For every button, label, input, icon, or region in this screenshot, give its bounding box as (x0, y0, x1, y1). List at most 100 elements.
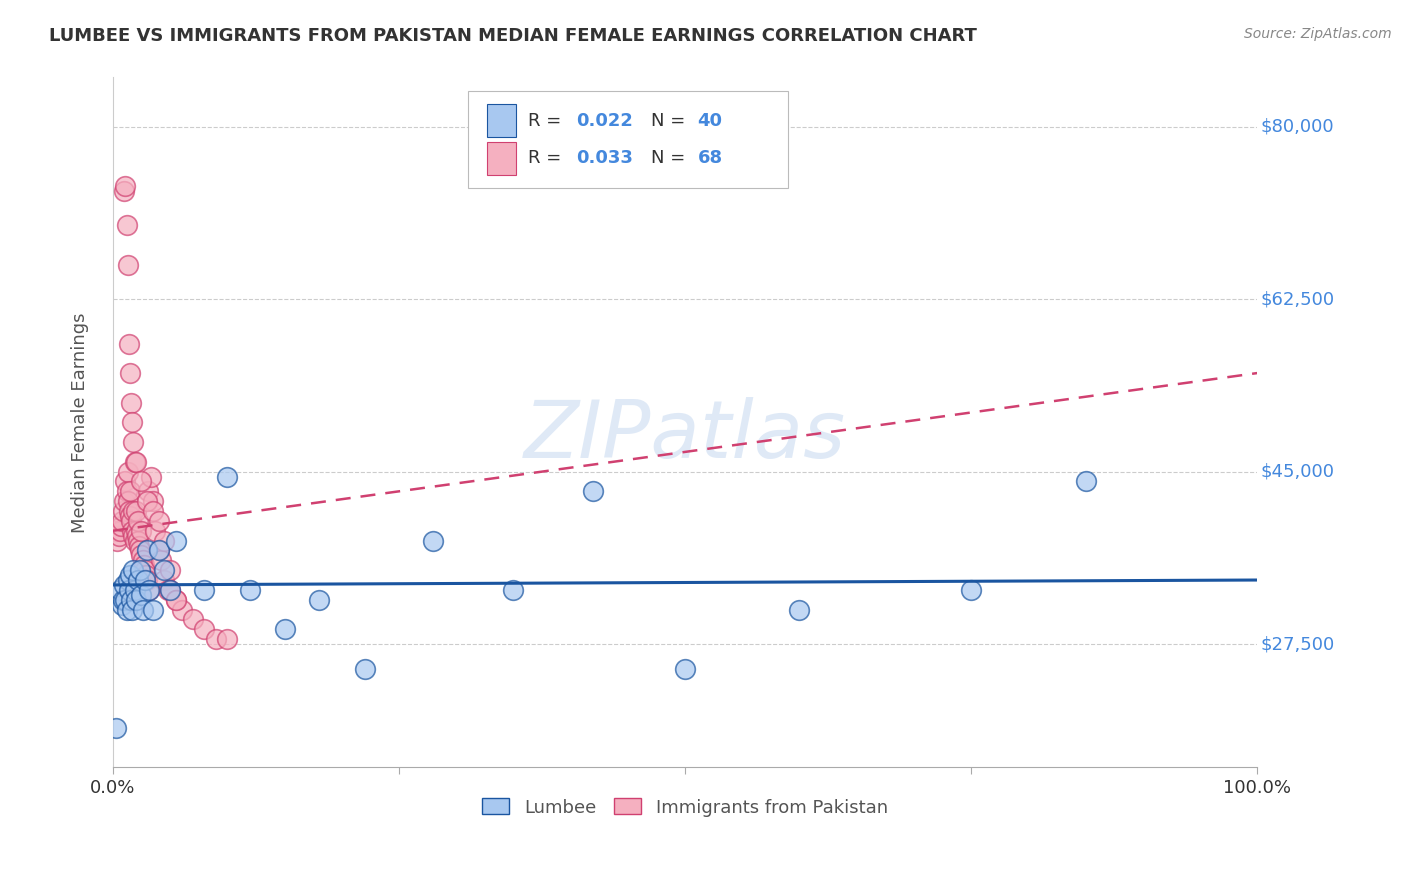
Point (111, 514, 134, 528)
Point (122, 529, 145, 543)
Point (112, 592, 135, 607)
Point (181, 612, 204, 626)
Point (108, 582, 131, 597)
Point (118, 504, 141, 518)
Point (125, 504, 148, 518)
Point (118, 484, 141, 499)
Point (112, 504, 135, 518)
Point (124, 533, 146, 548)
Point (142, 494, 165, 508)
Point (125, 529, 148, 543)
Point (127, 533, 149, 548)
Point (136, 484, 159, 499)
Point (138, 582, 160, 597)
Point (131, 553, 153, 567)
Point (121, 415, 143, 429)
Point (217, 632, 239, 647)
Text: ZIPatlas: ZIPatlas (524, 397, 846, 475)
Point (239, 582, 262, 597)
Point (960, 582, 983, 597)
Point (153, 563, 176, 577)
Point (120, 592, 142, 607)
Point (170, 602, 193, 616)
Legend: Lumbee, Immigrants from Pakistan: Lumbee, Immigrants from Pakistan (475, 791, 896, 824)
Text: $45,000: $45,000 (1261, 463, 1334, 481)
Point (118, 568, 141, 582)
Point (165, 533, 187, 548)
Point (127, 514, 149, 528)
Point (120, 514, 142, 528)
Point (143, 524, 166, 538)
Text: 0.033: 0.033 (576, 149, 633, 167)
Point (125, 524, 148, 538)
Point (115, 219, 138, 233)
Point (121, 602, 143, 616)
Point (114, 592, 136, 607)
Point (115, 602, 138, 616)
Text: N =: N = (651, 149, 690, 167)
Point (128, 539, 150, 553)
Point (156, 582, 179, 597)
Point (789, 602, 811, 616)
Text: $27,500: $27,500 (1261, 635, 1334, 653)
Point (165, 592, 187, 607)
Point (108, 524, 131, 538)
Point (122, 504, 145, 518)
Point (129, 563, 152, 577)
Point (149, 553, 172, 567)
Text: N =: N = (651, 112, 690, 130)
Point (134, 563, 156, 577)
Point (159, 582, 181, 597)
Point (118, 366, 141, 380)
Point (159, 563, 181, 577)
Point (104, 524, 127, 538)
Point (122, 563, 145, 577)
Point (153, 533, 176, 548)
Point (135, 568, 157, 582)
Point (131, 549, 153, 563)
Point (115, 484, 138, 499)
Text: R =: R = (529, 112, 567, 130)
Point (124, 455, 146, 469)
Point (117, 258, 139, 272)
Point (110, 518, 132, 533)
Point (148, 543, 170, 558)
Point (159, 582, 181, 597)
Text: $62,500: $62,500 (1261, 290, 1334, 308)
Point (107, 533, 129, 548)
Point (118, 336, 141, 351)
Point (308, 592, 330, 607)
Point (131, 475, 153, 489)
Point (273, 622, 295, 636)
Point (112, 494, 135, 508)
Point (129, 543, 152, 558)
Point (117, 573, 139, 587)
Point (132, 558, 155, 573)
Point (142, 602, 165, 616)
Point (117, 494, 139, 508)
Point (136, 494, 159, 508)
Point (502, 582, 524, 597)
Y-axis label: Median Female Earnings: Median Female Earnings (72, 312, 89, 533)
Point (142, 504, 165, 518)
Point (582, 484, 605, 499)
Point (153, 573, 176, 587)
Point (131, 588, 153, 602)
Text: LUMBEE VS IMMIGRANTS FROM PAKISTAN MEDIAN FEMALE EARNINGS CORRELATION CHART: LUMBEE VS IMMIGRANTS FROM PAKISTAN MEDIA… (49, 27, 977, 45)
Text: 68: 68 (697, 149, 723, 167)
Point (134, 573, 156, 587)
Point (111, 598, 134, 612)
Point (148, 514, 170, 528)
Point (205, 632, 228, 647)
Point (1074, 475, 1097, 489)
Point (131, 602, 153, 616)
Point (114, 178, 136, 193)
FancyBboxPatch shape (486, 104, 516, 137)
Point (217, 469, 239, 483)
Point (193, 582, 215, 597)
Point (353, 662, 375, 676)
Text: $80,000: $80,000 (1261, 118, 1334, 136)
Point (138, 582, 160, 597)
Point (124, 582, 146, 597)
Point (127, 573, 149, 587)
